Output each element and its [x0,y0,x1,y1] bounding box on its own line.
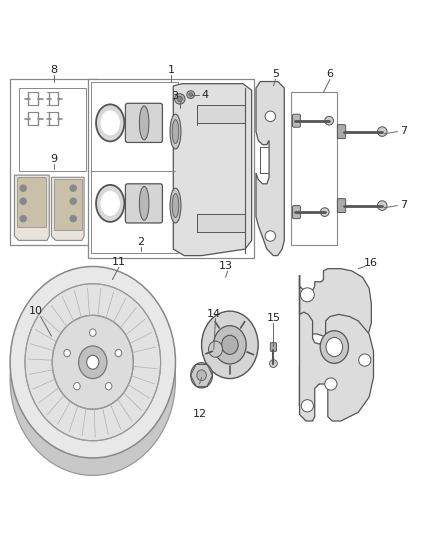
Polygon shape [300,269,371,417]
Ellipse shape [172,119,179,143]
Text: 12: 12 [192,409,206,419]
Ellipse shape [208,341,223,357]
Circle shape [300,288,314,302]
Circle shape [265,231,276,241]
FancyBboxPatch shape [293,114,300,127]
Circle shape [378,201,387,211]
Text: 11: 11 [112,257,126,267]
Ellipse shape [10,284,176,475]
Text: 7: 7 [400,126,407,136]
Bar [197,106,245,123]
Circle shape [321,208,329,216]
Ellipse shape [106,383,112,390]
Bar [197,214,245,232]
Polygon shape [256,82,284,256]
Text: 15: 15 [266,313,280,323]
Ellipse shape [139,106,149,140]
Ellipse shape [64,350,71,357]
Polygon shape [14,175,49,240]
Ellipse shape [52,316,133,409]
FancyBboxPatch shape [125,184,162,223]
Circle shape [378,127,387,136]
Circle shape [20,215,26,222]
Circle shape [70,215,76,222]
Circle shape [187,91,194,99]
Text: 16: 16 [364,258,378,268]
Ellipse shape [79,346,107,378]
Bar [19,88,86,171]
Circle shape [325,378,337,390]
Polygon shape [300,275,374,421]
Text: 3: 3 [171,91,178,101]
Text: 7: 7 [400,200,407,209]
Circle shape [189,93,192,96]
Text: 1: 1 [168,65,175,75]
Ellipse shape [89,329,96,336]
Circle shape [269,360,277,367]
Circle shape [359,354,371,366]
Ellipse shape [170,114,181,149]
Ellipse shape [101,191,119,215]
Bar [88,79,254,258]
Text: 4: 4 [201,90,208,100]
Ellipse shape [10,266,176,458]
Circle shape [175,94,185,104]
Ellipse shape [96,104,124,141]
Circle shape [265,111,276,122]
Ellipse shape [222,335,238,354]
Ellipse shape [214,326,246,364]
Text: 10: 10 [28,306,42,316]
FancyBboxPatch shape [293,206,300,219]
Circle shape [20,185,26,191]
Ellipse shape [320,330,349,364]
FancyBboxPatch shape [337,125,346,139]
Bar [17,177,46,228]
Bar [10,79,97,245]
Circle shape [325,116,333,125]
Text: 5: 5 [272,69,279,79]
Ellipse shape [87,356,99,369]
Ellipse shape [25,284,161,441]
Circle shape [70,198,76,204]
Bar [91,82,178,254]
Ellipse shape [326,337,343,357]
Text: 13: 13 [219,261,233,271]
Text: 14: 14 [207,309,221,319]
Text: 9: 9 [50,154,57,164]
Ellipse shape [96,185,124,222]
Ellipse shape [197,370,206,381]
FancyBboxPatch shape [125,103,162,142]
FancyBboxPatch shape [337,199,346,213]
Text: 2: 2 [137,237,144,247]
Polygon shape [173,84,252,256]
Ellipse shape [74,383,80,390]
Ellipse shape [201,311,258,378]
Ellipse shape [191,362,212,388]
Ellipse shape [170,188,181,223]
Circle shape [20,198,26,204]
Polygon shape [51,177,84,240]
Bar [291,92,336,245]
Ellipse shape [139,187,149,220]
Ellipse shape [172,193,179,217]
Text: 8: 8 [50,65,57,75]
FancyBboxPatch shape [270,343,276,351]
Circle shape [301,400,314,412]
Bar [53,180,82,230]
Ellipse shape [101,111,119,135]
Text: 6: 6 [326,69,333,79]
Circle shape [70,185,76,191]
Ellipse shape [115,350,122,357]
Circle shape [177,96,183,102]
